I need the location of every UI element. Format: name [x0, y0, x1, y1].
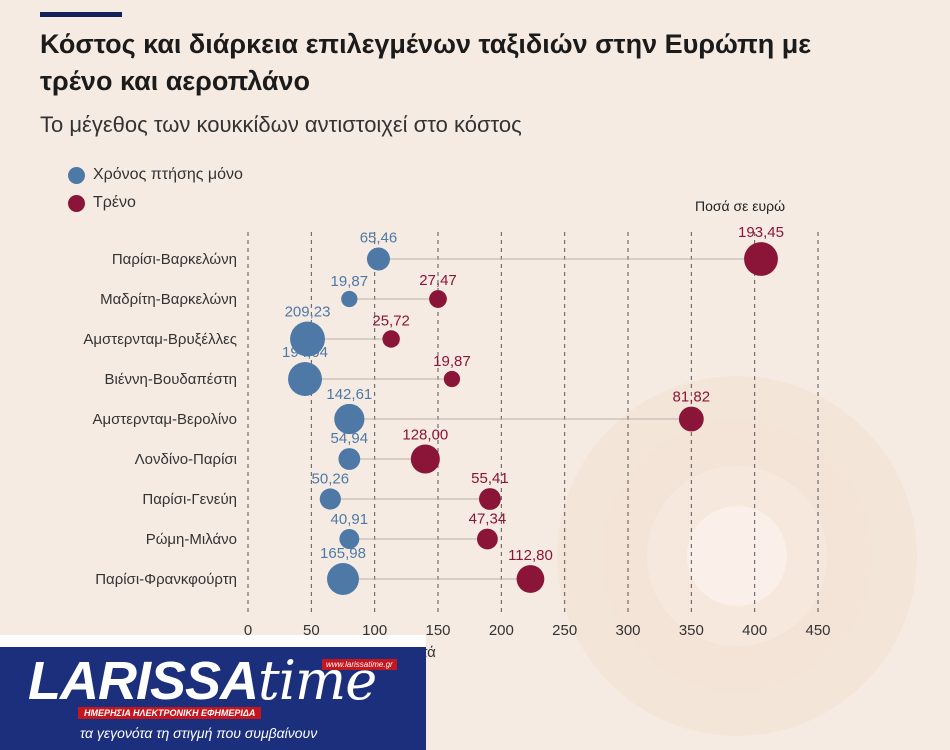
train-point — [678, 406, 704, 432]
flight-cost-label: 194,04 — [282, 344, 328, 361]
route-row: Λονδίνο-Παρίσι 54,94 128,00 — [135, 426, 448, 474]
x-tick-label: 400 — [742, 622, 767, 639]
flight-cost-label: 209,23 — [285, 304, 331, 321]
route-row: Παρίσι-Βαρκελώνη 65,46 193,45 — [112, 224, 784, 276]
train-cost-label: 112,80 — [508, 547, 553, 564]
x-tick-label: 300 — [615, 622, 640, 639]
route-row: Αμστερνταμ-Βερολίνο 142,61 81,82 — [92, 386, 711, 435]
legend-item-flight: Χρόνος πτήσης μόνο — [68, 162, 243, 188]
route-label: Μαδρίτη-Βαρκελώνη — [100, 291, 237, 308]
flight-cost-label: 65,46 — [360, 229, 398, 246]
logo-tagline: ΗΜΕΡΗΣΙΑ ΗΛΕΚΤΡΟΝΙΚΗ ΕΦΗΜΕΡΙΔΑ — [78, 707, 262, 719]
logo-top-band — [0, 635, 426, 647]
route-label: Παρίσι-Φρανκφούρτη — [95, 571, 237, 588]
legend: Χρόνος πτήσης μόνο Τρένο — [68, 162, 243, 218]
logo-slogan: τα γεγονότα τη στιγμή που συμβαίνουν — [80, 725, 318, 741]
flight-cost-label: 19,87 — [331, 273, 369, 290]
flight-cost-label: 40,91 — [331, 511, 369, 528]
route-row: Βιέννη-Βουδαπέστη 194,04 19,87 — [105, 344, 471, 396]
logo-wordmark: LARISSAtime — [28, 649, 377, 712]
route-label: Ρώμη-Μιλάνο — [146, 531, 237, 548]
x-tick-label: 50 — [303, 622, 320, 639]
train-point — [744, 242, 778, 276]
train-cost-label: 81,82 — [673, 389, 711, 406]
route-row: Μαδρίτη-Βαρκελώνη 19,87 27,47 — [100, 272, 457, 308]
flight-point — [288, 362, 322, 396]
route-label: Παρίσι-Γενεύη — [142, 491, 237, 508]
size-note: Ποσά σε ευρώ — [694, 198, 786, 214]
train-point — [443, 370, 461, 388]
train-cost-label: 55,41 — [471, 470, 509, 487]
flight-point — [338, 448, 361, 470]
route-row: Παρίσι-Γενεύη 50,26 55,41 — [142, 470, 509, 510]
route-label: Αμστερνταμ-Βερολίνο — [92, 411, 237, 428]
route-label: Αμστερνταμ-Βρυξέλλες — [83, 331, 237, 348]
flight-point — [334, 403, 365, 435]
train-cost-label: 27,47 — [419, 272, 457, 289]
train-point — [429, 290, 447, 308]
flight-point — [341, 290, 358, 308]
logo-url: www.larissatime.gr — [322, 659, 397, 670]
legend-dot-flight — [68, 166, 85, 184]
route-row: Αμστερνταμ-Βρυξέλλες 209,23 25,72 — [83, 304, 410, 357]
legend-label-train: Τρένο — [93, 194, 136, 211]
legend-label-flight: Χρόνος πτήσης μόνο — [93, 166, 243, 183]
logo-word-larissa: LARISSA — [28, 651, 259, 711]
x-tick-label: 250 — [552, 622, 577, 639]
x-tick-label: 150 — [425, 622, 450, 639]
train-point — [516, 565, 545, 593]
chart-title: Κόστος και διάρκεια επιλεγμένων ταξιδιών… — [40, 29, 812, 96]
route-row: Παρίσι-Φρανκφούρτη 165,98 112,80 — [95, 545, 553, 595]
legend-dot-train — [68, 194, 85, 212]
train-cost-label: 193,45 — [738, 224, 784, 241]
route-label: Βιέννη-Βουδαπέστη — [105, 371, 238, 388]
train-cost-label: 128,00 — [402, 426, 448, 443]
flight-point — [290, 321, 325, 357]
flight-cost-label: 50,26 — [312, 470, 350, 487]
train-cost-label: 25,72 — [372, 312, 410, 329]
x-tick-label: 350 — [679, 622, 704, 639]
x-tick-label: 0 — [244, 622, 252, 639]
legend-item-train: Τρένο — [68, 190, 243, 216]
train-point — [382, 330, 400, 348]
chart-rows: Παρίσι-Βαρκελώνη 65,46 193,45 Μαδρίτη-Βαρκε… — [83, 224, 784, 595]
train-point — [479, 488, 501, 510]
train-point — [477, 528, 498, 550]
train-cost-label: 47,34 — [469, 511, 507, 528]
chart-subtitle: Το μέγεθος των κουκκίδων αντιστοιχεί στο… — [40, 112, 522, 137]
route-label: Λονδίνο-Παρίσι — [135, 451, 237, 468]
x-tick-label: 450 — [805, 622, 830, 639]
x-tick-label: 100 — [362, 622, 387, 639]
larissatime-logo: LARISSAtime www.larissatime.gr ΗΜΕΡΗΣΙΑ … — [0, 635, 426, 750]
flight-point — [366, 247, 390, 271]
train-point — [410, 444, 440, 474]
background-glow — [557, 376, 917, 736]
top-accent-rule — [40, 12, 122, 17]
flight-point — [339, 529, 360, 549]
x-axis: 050100150200250300350400450σε λεπτά — [244, 622, 831, 661]
flight-cost-label: 165,98 — [320, 545, 366, 562]
flight-point — [327, 563, 359, 595]
route-row: Ρώμη-Μιλάνο 40,91 47,34 — [146, 511, 506, 550]
train-cost-label: 19,87 — [433, 353, 471, 370]
flight-cost-label: 54,94 — [331, 430, 369, 447]
flight-point — [319, 488, 341, 510]
x-tick-label: 200 — [489, 622, 514, 639]
flight-cost-label: 142,61 — [326, 386, 372, 403]
route-label: Παρίσι-Βαρκελώνη — [112, 251, 237, 268]
